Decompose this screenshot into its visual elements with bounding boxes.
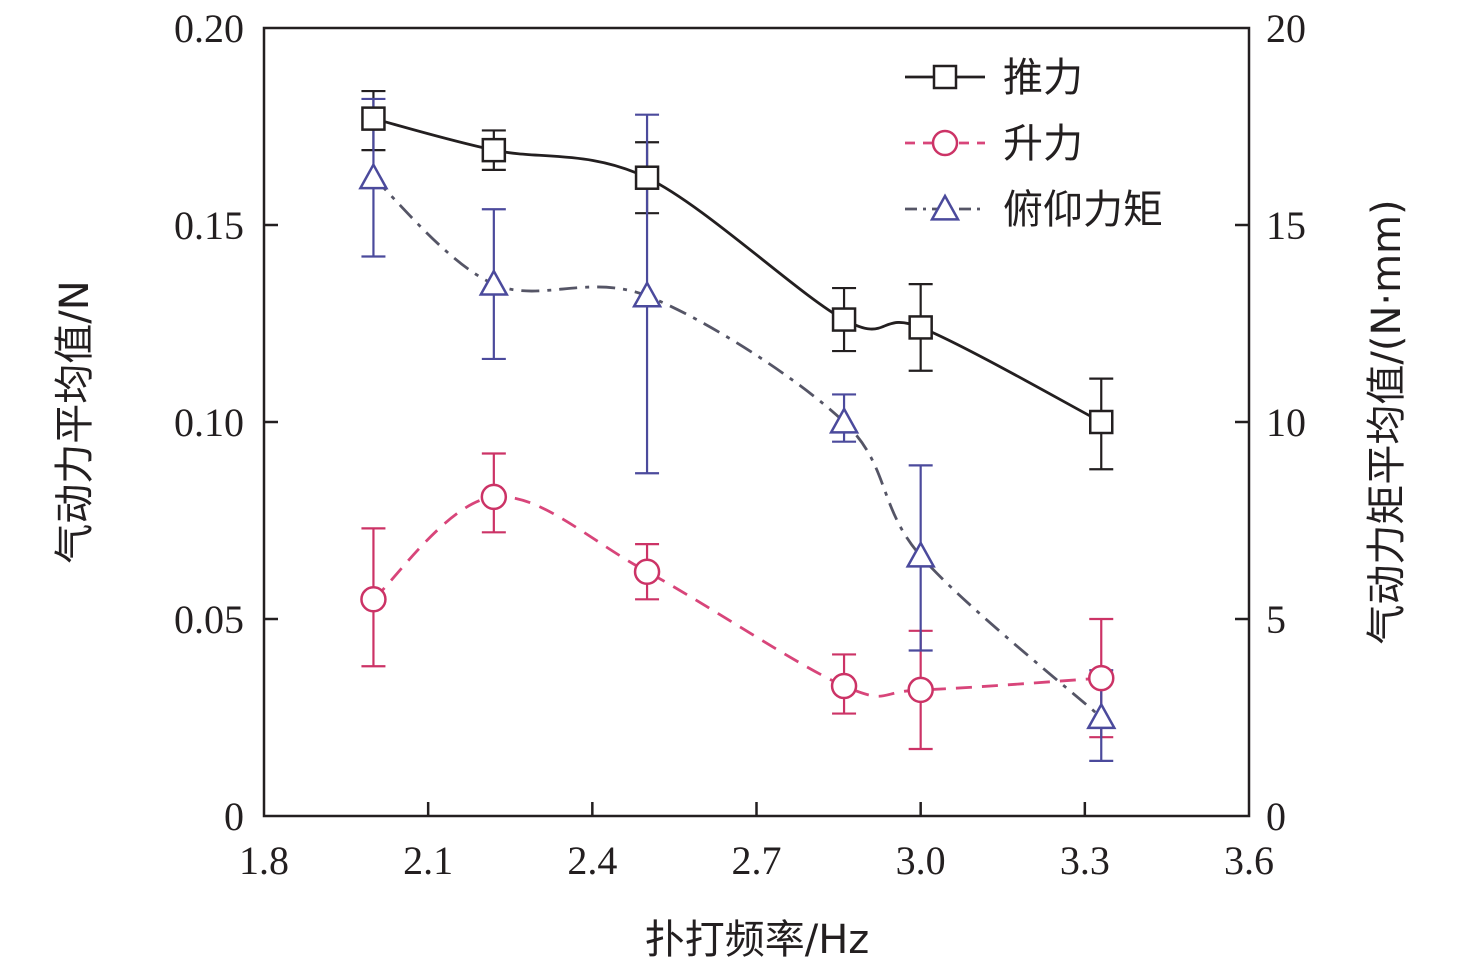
x-axis-label: 扑打频率/Hz (645, 917, 870, 963)
series-line-triangle (372, 176, 1103, 719)
data-point-square (1089, 409, 1114, 435)
legend-marker-square (932, 64, 958, 90)
y-axis-left-ticks: 0 0.05 0.10 0.15 0.20 (174, 6, 278, 839)
data-point-triangle (905, 540, 936, 568)
data-point-circle (1088, 664, 1115, 692)
x-tick-label: 3.3 (1060, 838, 1110, 883)
y-left-tick-label: 0.20 (174, 6, 244, 51)
legend-label-triangle: 俯仰力矩 (1003, 187, 1163, 233)
y-left-tick-label: 0.05 (174, 597, 244, 642)
series-line-circle (372, 495, 1102, 698)
legend-marker-triangle (929, 193, 961, 221)
x-tick-label: 2.7 (732, 838, 782, 883)
data-point-square (831, 307, 857, 332)
y-axis-left-label: 气动力平均值/N (52, 280, 98, 563)
data-markers (358, 106, 1117, 730)
legend-marker-circle (931, 129, 959, 157)
legend-label-square: 推力 (1003, 55, 1083, 101)
error-bars (361, 89, 1114, 762)
x-axis-ticks: 1.8 2.1 2.4 2.7 3.0 3.3 3.6 (239, 802, 1274, 883)
data-point-circle (907, 676, 934, 704)
x-tick-label: 1.8 (239, 838, 289, 883)
y-right-tick-label: 5 (1266, 597, 1286, 642)
data-point-triangle (631, 280, 663, 308)
data-point-triangle (478, 268, 509, 296)
y-left-tick-label: 0 (224, 794, 244, 839)
legend-label-circle: 升力 (1003, 121, 1083, 167)
data-point-circle (830, 672, 858, 700)
data-point-triangle (358, 162, 389, 190)
data-point-circle (633, 558, 661, 585)
data-point-triangle (1086, 701, 1117, 730)
y-axis-right-ticks: 0 5 10 15 20 (1235, 6, 1306, 839)
y-right-tick-label: 20 (1266, 6, 1306, 51)
y-right-tick-label: 15 (1266, 203, 1306, 248)
series-line-square (373, 117, 1102, 424)
x-tick-label: 2.1 (403, 838, 453, 883)
data-point-circle (480, 483, 508, 511)
data-point-square (481, 137, 507, 163)
y-axis-right-label: 气动力矩平均值/(N·mm) (1364, 199, 1410, 644)
data-point-square (908, 315, 933, 340)
y-right-tick-label: 10 (1266, 400, 1306, 445)
y-left-tick-label: 0.10 (174, 400, 244, 445)
data-point-triangle (828, 406, 860, 434)
y-right-tick-label: 0 (1266, 794, 1286, 839)
data-point-square (361, 106, 386, 131)
x-tick-label: 3.6 (1224, 838, 1274, 883)
y-left-tick-label: 0.15 (174, 203, 244, 248)
x-tick-label: 2.4 (567, 838, 617, 883)
data-point-circle (360, 586, 387, 613)
x-tick-label: 3.0 (896, 838, 946, 883)
data-point-square (634, 165, 660, 190)
